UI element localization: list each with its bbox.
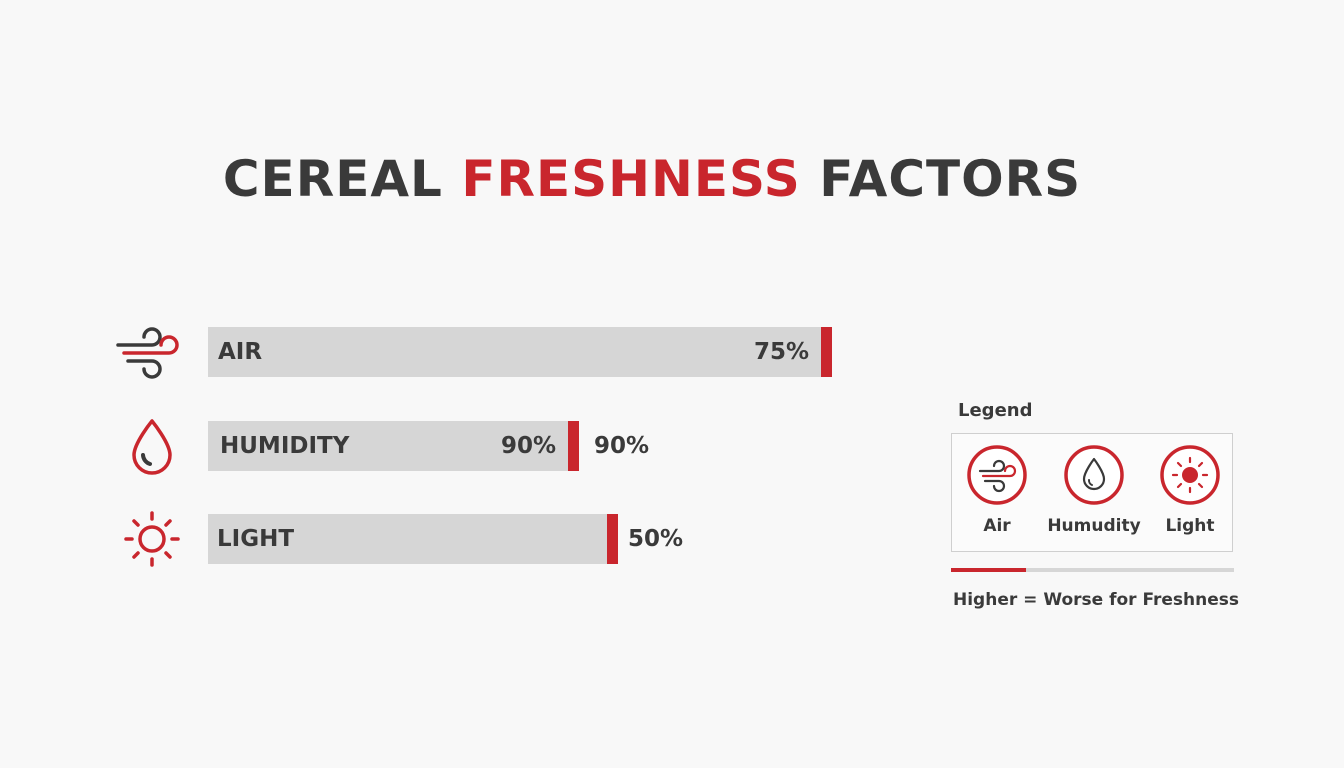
legend-label-humidity: Humudity [1047,516,1141,536]
bar-inner-value-humidity: 90% [500,433,556,459]
scale-indicator-fill [951,568,1026,572]
title-part-accent: FRESHNESS [461,150,801,208]
bar-label-light: LIGHT [217,526,295,552]
legend-label-light: Light [1165,516,1215,536]
water-drop-icon [1064,445,1124,505]
bar-outer-value-light: 50% [628,526,684,552]
legend-item-air: Air [949,444,1045,536]
wind-icon [114,322,184,382]
bar-label-air: AIR [218,339,263,365]
bar-value-air: 75% [753,339,809,365]
legend-label-air: Air [983,516,1011,536]
legend-item-light: Light [1142,444,1238,536]
bar-humidity: HUMIDITY 90% [208,421,579,471]
wind-icon [967,445,1027,505]
title-part-1: CEREAL [222,150,462,208]
sun-icon [117,509,187,569]
bar-cap-light [607,514,618,564]
water-drop-icon [117,415,187,475]
bar-air: AIR 75% [208,327,832,377]
bar-label-humidity: HUMIDITY [220,433,350,459]
sun-icon [1160,445,1220,505]
scale-indicator [951,568,1234,572]
scale-note: Higher = Worse for Freshness [953,590,1240,610]
chart-title: CEREAL FRESHNESS FACTORS [0,150,1304,208]
bar-cap-air [821,327,832,377]
legend: Air Humudity Light [951,433,1233,552]
legend-item-humidity: Humudity [1046,444,1142,536]
bar-cap-humidity [568,421,579,471]
bar-outer-value-humidity: 90% [594,433,650,459]
title-part-3: FACTORS [800,150,1082,208]
legend-title: Legend [958,400,1033,421]
bar-light: LIGHT [208,514,618,564]
